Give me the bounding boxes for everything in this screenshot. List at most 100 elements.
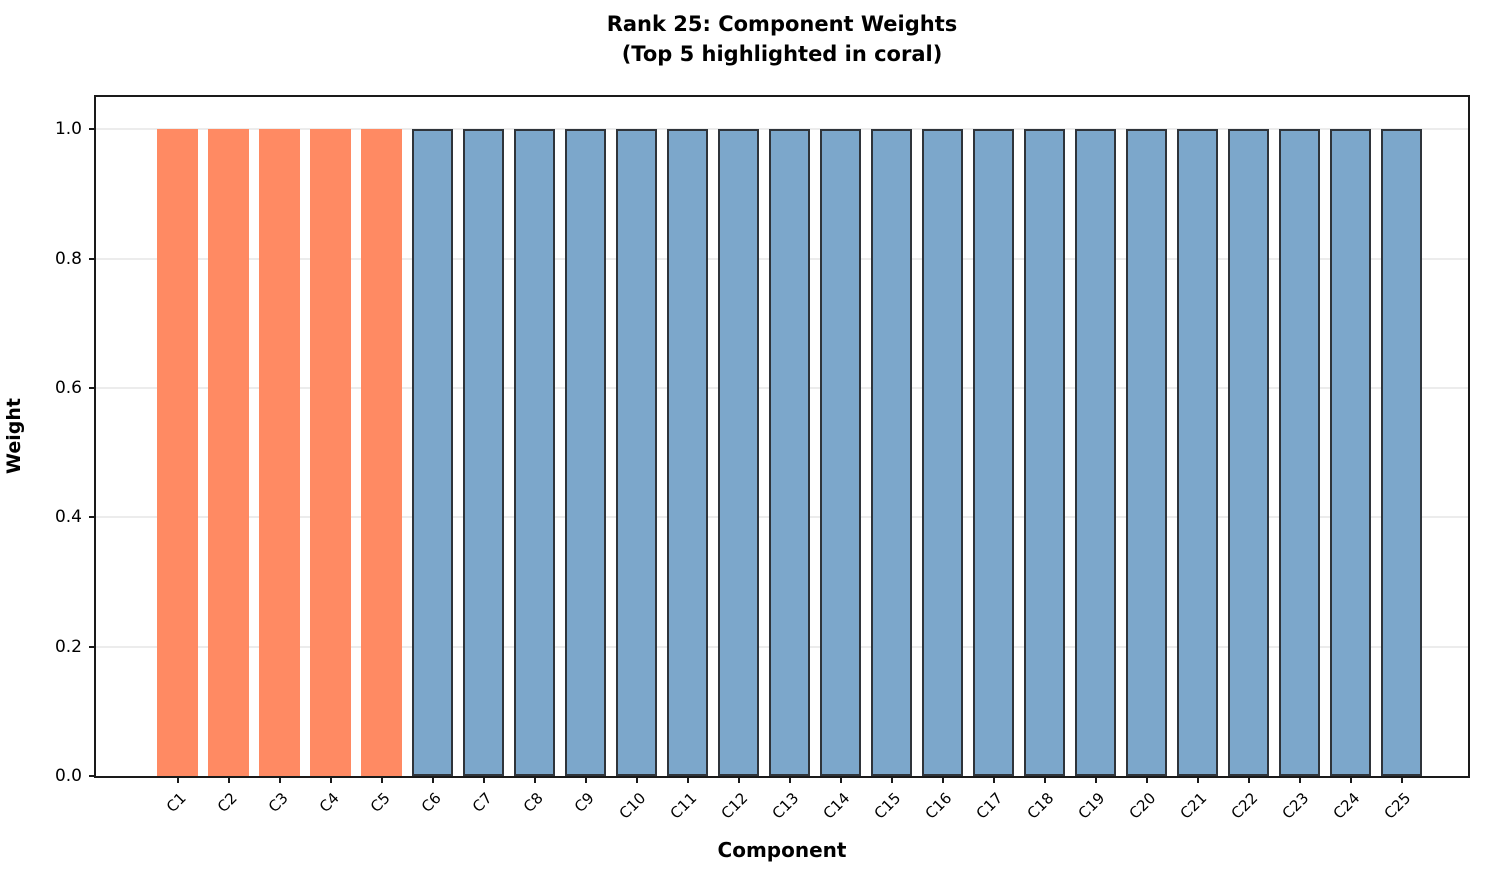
bar-C13 <box>769 129 810 776</box>
y-tick-label: 0.4 <box>54 507 82 528</box>
x-tick-mark <box>1349 776 1352 783</box>
x-tick-mark <box>227 776 230 783</box>
x-tick-label-C25: C25 <box>1380 789 1415 823</box>
x-tick-mark <box>788 776 791 783</box>
x-tick-mark <box>278 776 281 783</box>
bar-slot-C1: C1 <box>157 97 198 816</box>
x-tick-mark <box>329 776 332 783</box>
bar-C11 <box>667 129 708 776</box>
chart-title: Rank 25: Component Weights (Top 5 highli… <box>94 10 1470 70</box>
x-tick-mark <box>839 776 842 783</box>
y-tick-mark <box>89 775 96 777</box>
x-tick-label-C1: C1 <box>163 789 191 816</box>
bar-C5 <box>361 129 402 776</box>
bar-C19 <box>1075 129 1116 776</box>
plot-area: 0.0 0.2 0.4 0.6 0.8 1.0 C1 C2 C3 C4 C5 C6 C7 C8 C9 C10 C… <box>55 95 1470 823</box>
x-tick-label-C2: C2 <box>214 789 242 816</box>
y-axis-label: Weight <box>3 398 25 474</box>
bar-C21 <box>1177 129 1218 776</box>
bar-slot-C21: C21 <box>1177 97 1218 823</box>
bar-slot-C14: C14 <box>820 97 861 823</box>
x-tick-label-C7: C7 <box>469 789 497 816</box>
x-tick-mark <box>1094 776 1097 783</box>
bar-slot-C20: C20 <box>1126 97 1167 823</box>
x-tick-label-C8: C8 <box>520 789 548 816</box>
bar-C9 <box>565 129 606 776</box>
bar-slot-C18: C18 <box>1024 97 1065 823</box>
x-tick-label-C15: C15 <box>870 789 905 823</box>
bar-C7 <box>463 129 504 776</box>
x-tick-mark <box>992 776 995 783</box>
x-tick-label-C21: C21 <box>1176 789 1211 823</box>
x-tick-mark <box>1298 776 1301 783</box>
x-tick-mark <box>1400 776 1403 783</box>
y-tick-mark <box>89 257 96 260</box>
bar-slot-C22: C22 <box>1228 97 1269 823</box>
y-tick-mark <box>89 387 96 390</box>
bar-C12 <box>718 129 759 776</box>
bar-C15 <box>871 129 912 776</box>
bar-C17 <box>973 129 1014 776</box>
bar-slot-C7: C7 <box>463 97 504 816</box>
bar-slot-C9: C9 <box>565 97 606 816</box>
x-axis-label: Component <box>717 838 847 862</box>
x-tick-mark <box>482 776 485 783</box>
bar-C18 <box>1024 129 1065 776</box>
bar-slot-C10: C10 <box>616 97 657 823</box>
x-tick-mark <box>533 776 536 783</box>
x-tick-mark <box>737 776 740 783</box>
bar-slot-C5: C5 <box>361 97 402 816</box>
x-tick-mark <box>1145 776 1148 783</box>
x-tick-mark <box>635 776 638 783</box>
y-tick-label: 0.6 <box>54 378 82 399</box>
x-tick-label-C18: C18 <box>1023 789 1058 823</box>
x-tick-label-C5: C5 <box>367 789 395 816</box>
bar-slot-C2: C2 <box>208 97 249 816</box>
bar-C2 <box>208 129 249 776</box>
x-tick-mark <box>941 776 944 783</box>
chart-title-line1: Rank 25: Component Weights <box>606 12 958 36</box>
bar-C25 <box>1381 129 1422 776</box>
bar-slot-C15: C15 <box>871 97 912 823</box>
bar-C23 <box>1279 129 1320 776</box>
bar-slot-C17: C17 <box>973 97 1014 823</box>
bar-C16 <box>922 129 963 776</box>
bar-C10 <box>616 129 657 776</box>
bar-C24 <box>1330 129 1371 776</box>
x-tick-label-C24: C24 <box>1329 789 1364 823</box>
x-tick-mark <box>431 776 434 783</box>
x-tick-mark <box>1043 776 1046 783</box>
x-tick-mark <box>176 776 179 783</box>
x-tick-mark <box>890 776 893 783</box>
x-tick-mark <box>584 776 587 783</box>
bar-C8 <box>514 129 555 776</box>
bar-slot-C6: C6 <box>412 97 453 816</box>
y-tick-mark <box>89 645 96 648</box>
bar-slot-C12: C12 <box>718 97 759 823</box>
x-tick-label-C14: C14 <box>819 789 854 823</box>
x-tick-label-C20: C20 <box>1125 789 1160 823</box>
bar-C3 <box>259 129 300 776</box>
bars-container: C1 C2 C3 C4 C5 C6 C7 C8 C9 C10 C11 C12 C13 C14 C15 C16 C… <box>96 97 1468 823</box>
bar-C1 <box>157 129 198 776</box>
x-tick-mark <box>380 776 383 783</box>
bar-slot-C8: C8 <box>514 97 555 816</box>
x-tick-label-C4: C4 <box>316 789 344 816</box>
x-tick-mark <box>686 776 689 783</box>
x-tick-label-C12: C12 <box>717 789 752 823</box>
bar-slot-C4: C4 <box>310 97 351 816</box>
bar-C14 <box>820 129 861 776</box>
x-tick-label-C23: C23 <box>1278 789 1313 823</box>
x-tick-label-C6: C6 <box>418 789 446 816</box>
bar-slot-C25: C25 <box>1381 97 1422 823</box>
y-tick-mark <box>89 516 96 519</box>
bar-C4 <box>310 129 351 776</box>
y-tick-label: 0.2 <box>54 636 82 657</box>
y-tick-label: 0.8 <box>54 248 82 269</box>
bar-slot-C16: C16 <box>922 97 963 823</box>
x-tick-label-C16: C16 <box>921 789 956 823</box>
y-tick-label: 0.0 <box>54 766 82 786</box>
bar-C20 <box>1126 129 1167 776</box>
chart-title-line2: (Top 5 highlighted in coral) <box>621 41 943 66</box>
